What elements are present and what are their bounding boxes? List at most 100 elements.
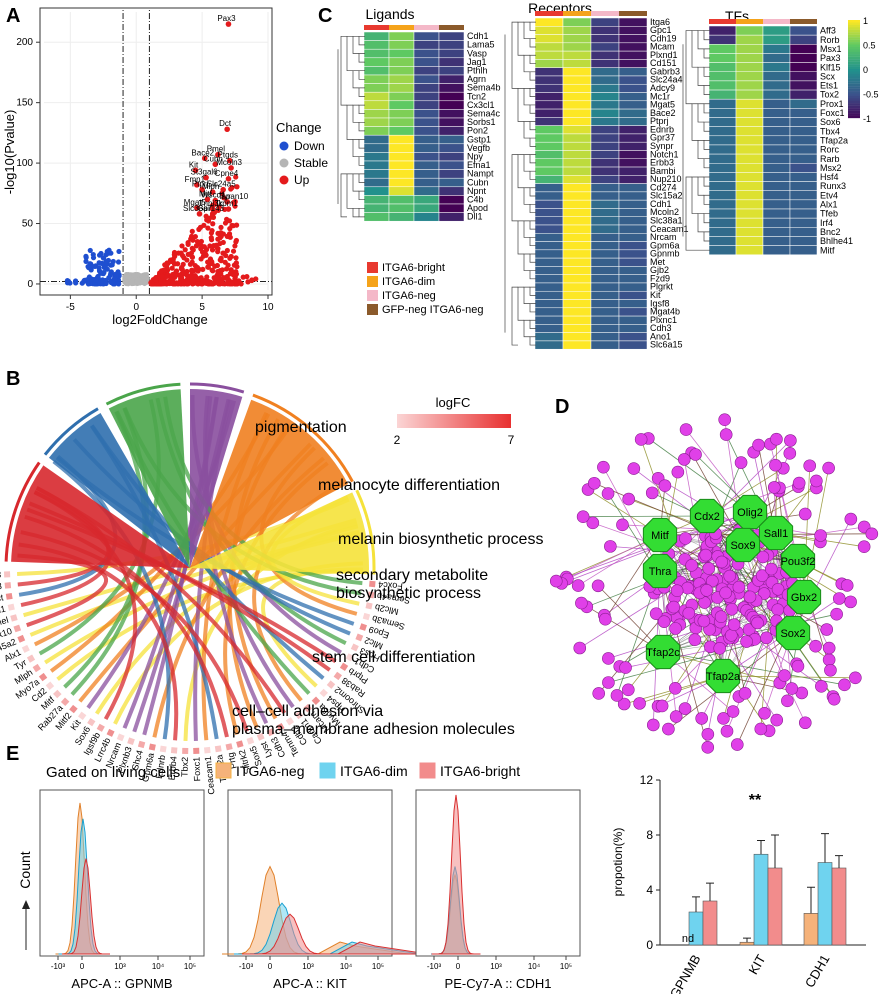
heatmap-cell [534,158,564,168]
volcano-point-stable [125,274,130,280]
heatmap-row-label: Sema4c [467,109,501,119]
heatmap-cell [562,26,592,35]
dendrogram-branch [517,154,524,189]
flow-panel: Gated on living cells ITGA6-neg ITGA6-dim… [17,762,581,991]
heatmap-cell [590,315,620,325]
tf-hub-node [689,498,725,534]
gene-segment [106,728,115,737]
heatmap-cell [562,83,592,93]
volcano-point-down [103,280,109,287]
volcano-point-down [98,250,104,257]
heatmap-cell [534,257,564,267]
volcano-point-labeled [225,206,232,212]
volcano-point-down [116,281,122,287]
heatmap-cell [413,126,440,136]
term-arc-2 [105,382,181,406]
dendrogram-branch [703,140,710,150]
heatmap-dendrogram [682,30,710,251]
heatmap-row-label: Bace2 [650,108,676,118]
heatmap-cell [534,67,564,77]
heatmap-cell [438,134,465,145]
heatmap-cell [618,125,648,135]
heatmap-cell [708,53,737,63]
heatmap-cell [388,160,415,170]
volcano-legend-label-stable: Stable [294,156,328,170]
gene-node [725,629,738,642]
colorbar-segment [848,20,860,23]
heatmap-cell [708,227,737,237]
volcano-point-up [210,268,216,274]
heatmap-cell [590,141,620,151]
heatmap-legend-swatch [367,262,378,273]
dendrogram-branch [529,21,536,31]
heatmap-row-label: Plxnd1 [650,50,678,60]
bar-y-tick-label: 4 [646,883,653,897]
gene-node [840,579,854,592]
dendrogram-branch [358,190,365,201]
heatmap-group-bar [591,11,619,16]
dendrogram-branch [529,286,536,296]
heatmap-cell [363,143,390,153]
dendrogram-branch [529,71,536,81]
heatmap-cell [618,208,648,217]
gene-segment [319,688,328,698]
colorbar-segment [848,22,860,26]
volcano-point-labeled [225,176,232,182]
term-ribbon-0 [11,465,191,568]
volcano-point-up [227,234,233,240]
gene-segment [367,591,375,599]
heatmap-cell [762,217,791,228]
heatmap-cell [534,42,564,52]
colorbar-segment [848,44,860,48]
dendrogram-branch [703,176,710,187]
volcano-gene-label: Slc24a5 [207,180,236,189]
colorbar-segment [848,59,860,62]
dendrogram-branch [697,30,704,50]
heatmap-cell [388,57,415,67]
heatmap-cell [438,177,465,188]
gene-segment [10,614,18,622]
heatmap-cell [388,109,415,119]
panel-label-e: E [6,743,19,765]
heatmap-cell [789,144,818,155]
heatmap-cell [618,315,648,325]
term-arc-5 [355,489,376,575]
volcano-point-up [208,230,215,236]
heatmap-cell [590,125,620,135]
heatmap-row-label: Synpr [650,141,674,151]
volcano-point-up [190,247,196,253]
volcano-point-up [181,281,187,287]
volcano-point-up [218,271,224,277]
volcano-point-down [112,276,118,283]
heatmap-cell [618,50,648,60]
colorbar-segment [848,69,860,72]
volcano-point-up [209,259,215,265]
heatmap-cell [534,307,564,317]
gene-segment [276,722,285,732]
heatmap-cell [708,62,737,72]
heatmap-cell [590,324,620,333]
heatmap-cell [562,257,592,267]
heatmap-cell [438,117,465,127]
heatmap-cell [618,199,648,209]
volcano-point-up [228,268,235,274]
heatmap-cell [789,217,818,228]
volcano-point-down [106,247,112,253]
gene-node [798,507,812,521]
tf-hub-label: Cdx2 [694,511,720,523]
heatmap-cell [618,141,648,151]
volcano-point-up [149,281,155,287]
dendrogram-branch [523,121,530,139]
gene-node [827,692,841,706]
heatmap-cell [618,26,648,35]
heatmap-cell [762,236,791,246]
gene-segment [193,747,200,754]
heatmap-receptors: ReceptorsItga6Gpc1Cdh19McamPlxnd1Cd151Ga… [504,0,689,350]
gene-segment [38,672,48,682]
heatmap-cell [789,44,818,54]
heatmap-row-label: Aff3 [820,26,836,36]
volcano-point-down [104,266,110,272]
gene-node [695,712,708,725]
heatmap-cell [590,166,620,176]
volcano-point-up [205,225,211,231]
